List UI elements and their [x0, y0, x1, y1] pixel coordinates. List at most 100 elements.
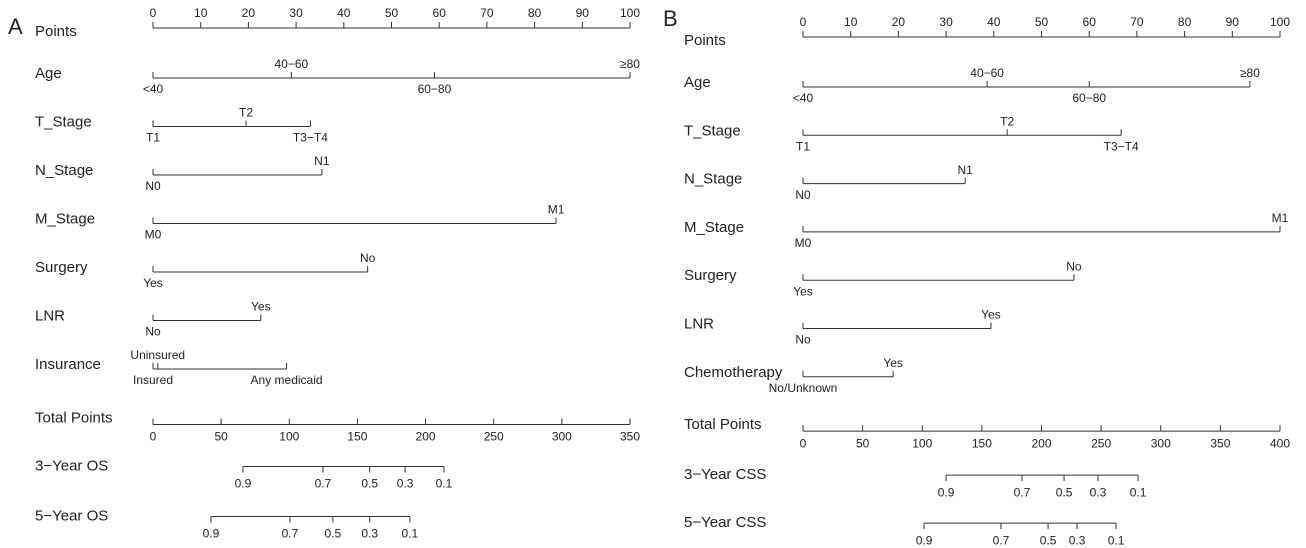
- outcome-label: 0.3: [361, 527, 378, 541]
- outcome-label: 0.3: [1069, 533, 1086, 547]
- row-label: M_Stage: [35, 210, 95, 227]
- level-label: T3−T4: [293, 131, 328, 145]
- row-label: 3−Year OS: [35, 457, 108, 474]
- row-label: N_Stage: [684, 171, 742, 188]
- tick-label: 20: [892, 15, 906, 29]
- level-label: M0: [795, 236, 812, 250]
- row-label: Age: [684, 74, 711, 91]
- level-label: ≥80: [1240, 66, 1260, 80]
- panel-letter: A: [8, 14, 23, 39]
- tick-label: 80: [1178, 15, 1192, 29]
- level-label: N0: [145, 179, 161, 193]
- outcome-label: 0.5: [1056, 485, 1073, 499]
- tick-label: 100: [1270, 15, 1290, 29]
- outcome-label: 0.7: [993, 533, 1010, 547]
- tick-label: 50: [214, 430, 228, 444]
- row-label: Surgery: [684, 267, 737, 284]
- level-label: 60−80: [1072, 91, 1106, 105]
- tick-label: 40: [987, 15, 1001, 29]
- tick-label: 100: [912, 436, 932, 450]
- row-label: LNR: [35, 307, 65, 324]
- level-label: <40: [143, 82, 164, 96]
- row-label: Surgery: [35, 259, 88, 276]
- outcome-label: 0.1: [1108, 533, 1125, 547]
- level-label: T2: [1000, 114, 1014, 128]
- tick-label: 20: [242, 6, 256, 20]
- level-label: Uninsured: [130, 348, 185, 362]
- level-label: Any medicaid: [251, 373, 323, 387]
- level-label: Yes: [251, 300, 271, 314]
- outcome-label: 0.3: [1090, 485, 1107, 499]
- outcome-label: 0.5: [325, 527, 342, 541]
- tick-label: 0: [800, 436, 807, 450]
- row-label: Points: [35, 23, 77, 40]
- tick-label: 350: [620, 430, 640, 444]
- level-label: T1: [146, 131, 160, 145]
- tick-label: 100: [279, 430, 299, 444]
- tick-label: 200: [1031, 436, 1051, 450]
- tick-label: 30: [939, 15, 953, 29]
- tick-label: 10: [844, 15, 858, 29]
- tick-label: 250: [484, 430, 504, 444]
- level-label: N1: [314, 154, 330, 168]
- tick-label: 250: [1091, 436, 1111, 450]
- outcome-label: 0.3: [397, 477, 414, 491]
- tick-label: 30: [289, 6, 303, 20]
- level-label: N0: [795, 188, 811, 202]
- tick-label: 0: [150, 430, 157, 444]
- level-label: No: [795, 333, 811, 347]
- row-label: Total Points: [35, 409, 113, 426]
- level-label: 40−60: [970, 66, 1004, 80]
- tick-label: 150: [347, 430, 367, 444]
- outcome-label: 0.7: [282, 527, 299, 541]
- tick-label: 50: [856, 436, 870, 450]
- row-label: Insurance: [35, 356, 101, 373]
- level-label: Yes: [143, 276, 163, 290]
- tick-label: 300: [1151, 436, 1171, 450]
- level-label: T3−T4: [1104, 139, 1139, 153]
- tick-label: 90: [1226, 15, 1240, 29]
- outcome-label: 0.1: [436, 477, 453, 491]
- tick-label: 350: [1210, 436, 1230, 450]
- outcome-label: 0.1: [402, 527, 419, 541]
- tick-label: 60: [1083, 15, 1097, 29]
- tick-label: 400: [1270, 436, 1290, 450]
- tick-label: 0: [150, 6, 157, 20]
- row-label: Chemotherapy: [684, 364, 783, 381]
- level-label: Yes: [883, 356, 903, 370]
- tick-label: 70: [1130, 15, 1144, 29]
- level-label: T1: [796, 139, 810, 153]
- level-label: M0: [145, 228, 162, 242]
- level-label: N1: [958, 163, 974, 177]
- level-label: Yes: [981, 308, 1001, 322]
- level-label: No/Unknown: [769, 381, 838, 395]
- tick-label: 60: [433, 6, 447, 20]
- outcome-label: 0.9: [235, 477, 252, 491]
- tick-label: 10: [194, 6, 208, 20]
- level-label: No: [360, 251, 376, 265]
- tick-label: 70: [480, 6, 494, 20]
- level-label: 40−60: [274, 57, 308, 71]
- tick-label: 80: [528, 6, 542, 20]
- outcome-label: 0.7: [1014, 485, 1031, 499]
- row-label: Total Points: [684, 416, 762, 433]
- row-label: N_Stage: [35, 162, 93, 179]
- row-label: 5−Year OS: [35, 507, 108, 524]
- level-label: No: [145, 325, 161, 339]
- outcome-label: 0.5: [361, 477, 378, 491]
- outcome-label: 0.9: [916, 533, 933, 547]
- row-label: 3−Year CSS: [684, 466, 766, 483]
- tick-label: 100: [620, 6, 640, 20]
- tick-label: 50: [1035, 15, 1049, 29]
- outcome-label: 0.9: [203, 527, 220, 541]
- tick-label: 200: [416, 430, 436, 444]
- tick-label: 300: [552, 430, 572, 444]
- level-label: <40: [793, 91, 814, 105]
- tick-label: 90: [576, 6, 590, 20]
- tick-label: 40: [337, 6, 351, 20]
- outcome-label: 0.5: [1040, 533, 1057, 547]
- row-label: T_Stage: [35, 113, 92, 130]
- row-label: M_Stage: [684, 219, 744, 236]
- level-label: 60−80: [418, 82, 452, 96]
